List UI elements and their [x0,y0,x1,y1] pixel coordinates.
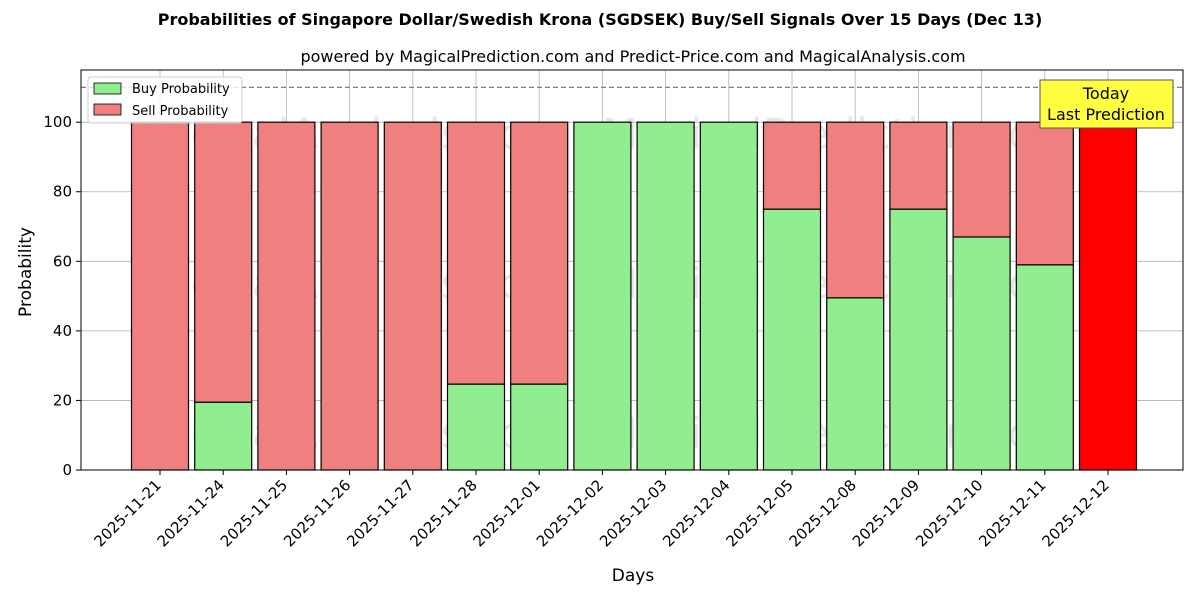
x-tick-label: 2025-12-03 [596,476,670,550]
x-axis-label: Days [612,566,655,586]
legend-sell-label: Sell Probability [132,104,229,119]
today-annotation: Today Last Prediction [1039,79,1174,129]
today-annotation-box [1039,79,1174,129]
bar-buy [952,236,1011,471]
bar-buy [762,208,822,471]
x-tick-label: 2025-12-11 [975,476,1049,550]
last-prediction-label: Last Prediction [1047,105,1165,124]
y-tick-label: 80 [53,183,72,201]
plot-frame [80,69,1184,471]
y-tick-label: 20 [53,391,72,409]
bar-sell [762,121,822,210]
bar-buy [446,383,506,471]
x-tick-label: 2025-12-08 [786,476,860,550]
x-tick-label: 2025-11-26 [280,476,354,550]
y-tick-label: 0 [62,461,72,479]
x-tick-label: 2025-11-21 [90,476,164,550]
bar-sell [952,121,1011,238]
legend-buy-label: Buy Probability [132,82,230,97]
bar-buy [1015,264,1074,471]
bars [130,121,1138,471]
bar-buy [636,121,695,471]
bar-sell [383,121,442,471]
legend: Buy Probability Sell Probability [87,76,243,124]
bar-sell [320,121,379,471]
bar-sell [446,121,506,385]
bar-sell [1015,121,1074,266]
y-tick-label: 40 [53,322,72,340]
bar-buy [699,121,758,471]
x-ticks: 2025-11-212025-11-242025-11-252025-11-26… [90,470,1113,550]
legend-buy-swatch [93,82,122,95]
bar-sell [510,121,569,385]
x-tick-label: 2025-12-10 [912,476,986,550]
bar-buy [510,383,569,471]
y-tick-label: 60 [53,252,72,270]
bar-sell-today [1078,121,1138,471]
x-tick-label: 2025-11-25 [217,476,291,550]
x-tick-label: 2025-11-28 [406,476,480,550]
bar-sell [194,121,253,403]
x-tick-label: 2025-12-01 [470,476,544,550]
legend-box [87,76,243,124]
legend-sell-swatch [93,103,122,116]
chart-title: Probabilities of Singapore Dollar/Swedis… [158,10,1043,29]
y-ticks: 0 20 40 60 80 100 [43,113,81,479]
x-tick-label: 2025-12-12 [1038,476,1112,550]
x-tick-label: 2025-12-02 [533,476,607,550]
bar-buy [889,208,948,471]
bar-sell [826,121,885,299]
bar-sell [257,121,316,471]
today-label: Today [1082,84,1129,103]
y-axis-label: Probability [16,227,36,317]
bar-buy [194,401,253,471]
x-tick-label: 2025-11-27 [343,476,417,550]
x-tick-label: 2025-12-09 [849,476,923,550]
bar-buy [573,121,632,471]
bar-buy [826,297,885,471]
x-tick-label: 2025-12-05 [722,476,796,550]
x-tick-label: 2025-12-04 [659,476,733,550]
y-tick-label: 100 [43,113,72,131]
x-tick-label: 2025-11-24 [154,476,228,550]
bar-sell [130,121,190,471]
bar-sell [889,121,948,210]
chart-subtitle: powered by MagicalPrediction.com and Pre… [300,47,965,66]
